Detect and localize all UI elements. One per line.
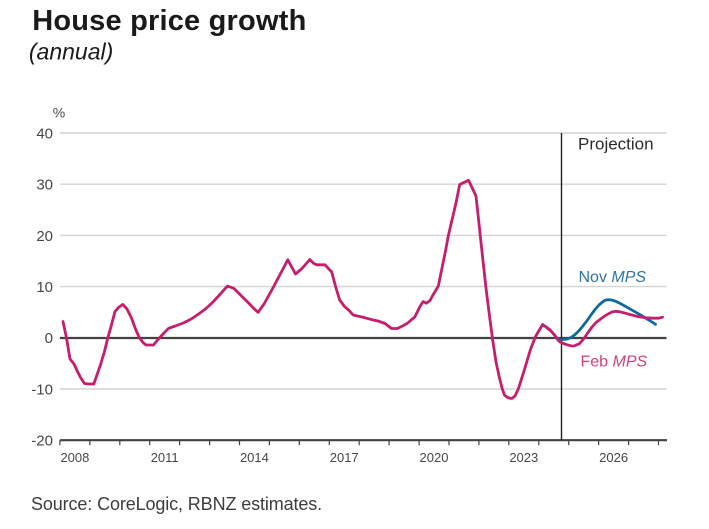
svg-text:Projection: Projection xyxy=(578,135,654,154)
svg-text:2026: 2026 xyxy=(599,450,628,465)
svg-text:%: % xyxy=(53,105,65,121)
svg-text:(annual): (annual) xyxy=(29,39,113,65)
svg-text:0: 0 xyxy=(45,330,53,347)
svg-text:Nov MPS: Nov MPS xyxy=(579,269,647,286)
svg-text:2011: 2011 xyxy=(151,450,179,465)
svg-text:Source: CoreLogic, RBNZ estima: Source: CoreLogic, RBNZ estimates. xyxy=(31,494,322,514)
svg-text:40: 40 xyxy=(36,125,53,142)
svg-text:-20: -20 xyxy=(31,433,53,450)
svg-text:20: 20 xyxy=(36,228,53,245)
svg-text:House price growth: House price growth xyxy=(32,5,306,37)
svg-text:10: 10 xyxy=(36,279,53,296)
svg-text:30: 30 xyxy=(36,177,53,194)
svg-text:Feb MPS: Feb MPS xyxy=(581,353,648,370)
svg-text:2023: 2023 xyxy=(509,450,538,465)
svg-text:2020: 2020 xyxy=(420,450,449,465)
svg-text:2014: 2014 xyxy=(240,450,269,465)
svg-text:2008: 2008 xyxy=(60,450,89,465)
svg-text:2017: 2017 xyxy=(330,450,359,465)
svg-text:-10: -10 xyxy=(31,381,53,398)
